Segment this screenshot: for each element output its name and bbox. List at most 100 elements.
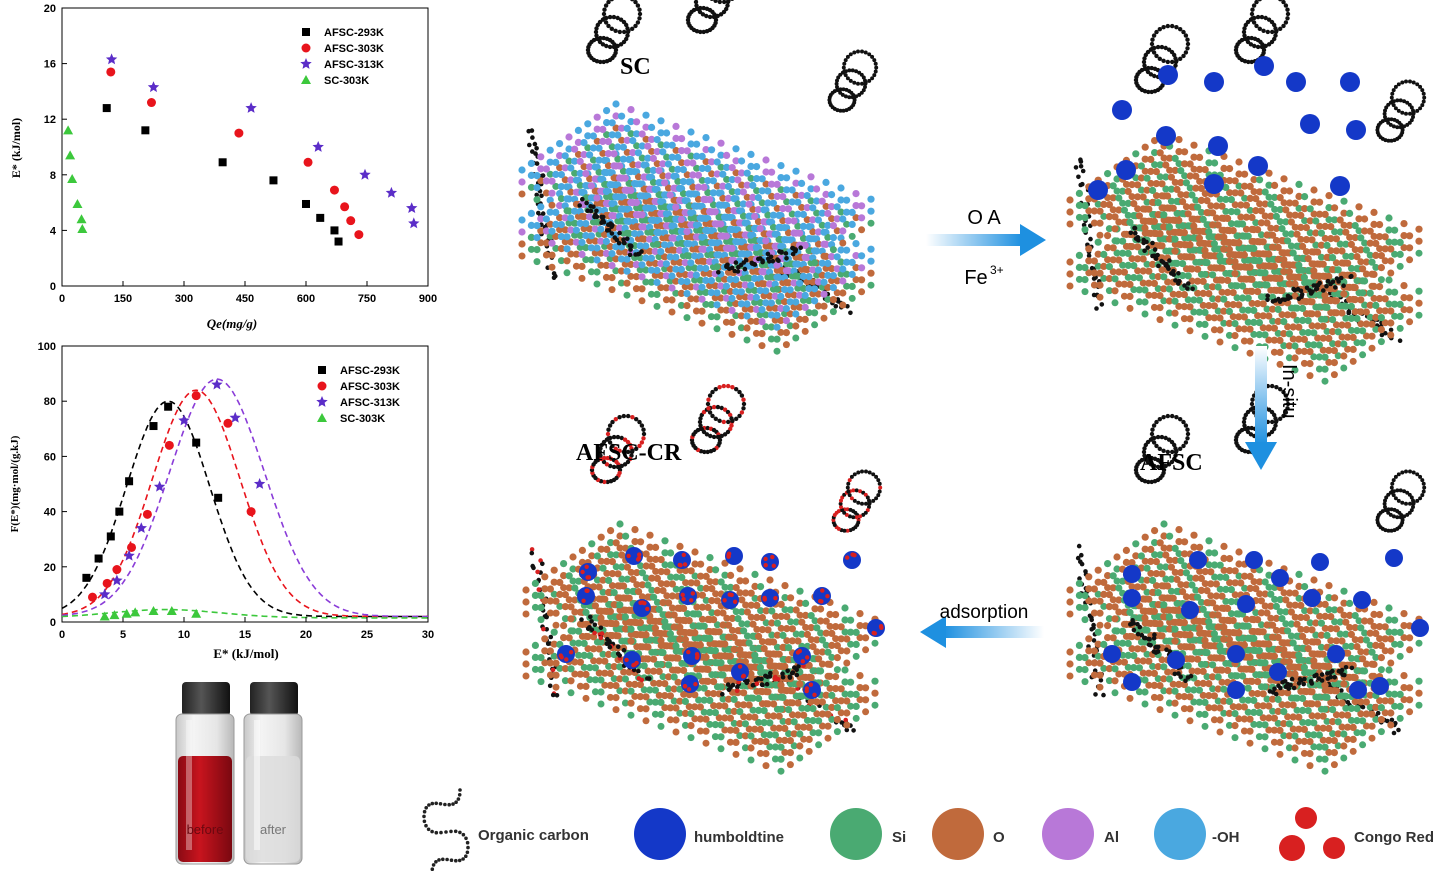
congo-red-molecule (581, 598, 586, 603)
hydroxyl-icon (1154, 808, 1206, 860)
congo-red-molecule (677, 562, 682, 568)
humboldtine-particle (1123, 673, 1141, 691)
y-tick-label: 8 (50, 170, 56, 182)
y-tick-label: 0 (50, 617, 56, 629)
congo-red-molecule (637, 552, 642, 557)
in-situ-arrow: In-situ (1245, 346, 1300, 470)
congo-red-molecule (681, 552, 686, 558)
humboldtine-particle (1349, 681, 1367, 699)
chart1-x-axis-label: Qe(mg/g) (207, 316, 258, 331)
data-point-afsc-313k (253, 478, 266, 489)
congo-red-molecule (871, 630, 876, 636)
congo-red-molecule (564, 657, 569, 662)
data-point-sc-303k (121, 608, 132, 618)
fit-curve-afsc-303k (61, 389, 428, 618)
congo-red-icon (1279, 807, 1345, 861)
chart2-x-axis-label: E* (kJ/mol) (213, 646, 278, 661)
data-point-afsc-313k (406, 202, 418, 213)
x-tick-label: 450 (236, 293, 254, 305)
humboldtine-particle (1411, 619, 1429, 637)
data-point-afsc-303k (112, 565, 122, 575)
humboldtine-particle (1204, 174, 1224, 194)
humboldtine-particle (1340, 72, 1360, 92)
congo-red-molecule (624, 657, 629, 663)
congo-red-molecule (762, 595, 767, 601)
after-vial: after (243, 682, 303, 865)
congo-red-molecule (878, 624, 884, 629)
legend-label-afsc-293k: AFSC-293K (340, 365, 400, 377)
data-point-afsc-293k (106, 532, 115, 541)
data-point-afsc-293k (149, 422, 158, 431)
humboldtine-particle (761, 589, 779, 607)
data-point-afsc-313k (359, 168, 371, 180)
data-point-afsc-303k (191, 391, 201, 401)
synthesis-scheme: SC AFSC AFSC-CR O A Fe 3+ In-situ adsorp… (518, 0, 1429, 775)
congo-red-molecule (737, 664, 743, 669)
humboldtine-particle (813, 587, 831, 605)
x-tick-label: 0 (59, 293, 65, 305)
x-tick-label: 750 (358, 293, 376, 305)
humboldtine-particle (1112, 100, 1132, 120)
data-point-afsc-293k (218, 158, 227, 167)
chart2-ticks: 0 5 10 15 20 25 30 0 20 40 60 80 100 (38, 341, 434, 641)
in-situ-label: In-situ (1278, 364, 1300, 418)
legend-marker-sc-303k (301, 75, 311, 84)
data-point-sc-303k (148, 605, 159, 615)
afsc-structure (1066, 383, 1429, 775)
afsc-cr-structure (522, 383, 885, 775)
legend-organic-carbon: Organic carbon (478, 827, 589, 844)
congo-red-molecule (773, 596, 778, 601)
congo-red-molecule (568, 650, 574, 655)
data-point-afsc-313k (99, 588, 111, 600)
congo-red-molecule (763, 563, 768, 568)
data-point-sc-303k (166, 605, 177, 615)
legend-marker-afsc-303k (317, 381, 327, 391)
congo-red-molecule (741, 673, 746, 679)
congo-red-molecule (681, 596, 686, 602)
legend-label-afsc-313k: AFSC-313K (340, 397, 400, 409)
y-tick-label: 60 (44, 451, 56, 463)
humboldtine-particle (579, 563, 597, 581)
congo-red-molecule (645, 606, 650, 612)
y-tick-label: 12 (44, 114, 56, 126)
humboldtine-particle (1088, 180, 1108, 200)
afsc-cr-title: AFSC-CR (576, 440, 682, 466)
vials-photo: before after (175, 682, 303, 865)
data-point-sc-303k (130, 607, 141, 617)
humboldtine-particle (1123, 565, 1141, 583)
congo-red-molecule (726, 552, 731, 557)
congo-red-molecule (695, 653, 700, 659)
humboldtine-particle (1286, 72, 1306, 92)
congo-red-molecule (812, 692, 817, 697)
congo-red-molecule (797, 648, 802, 654)
data-point-sc-303k (67, 173, 78, 183)
data-point-afsc-293k (141, 126, 150, 135)
legend-congo-red: Congo Red (1354, 829, 1434, 846)
humboldtine-icon (634, 808, 686, 860)
afsc-title: AFSC (1140, 450, 1203, 476)
humboldtine-particle (1271, 569, 1289, 587)
legend-label-afsc-293k: AFSC-293K (324, 27, 384, 39)
legend-humboldtine: humboldtine (694, 829, 784, 846)
bottom-legend: Organic carbon humboldtine Si O Al -OH C… (422, 788, 1434, 871)
legend-label-afsc-303k: AFSC-303K (324, 43, 384, 55)
legend-al: Al (1104, 829, 1119, 846)
congo-red-molecule (584, 564, 589, 569)
legend-marker-afsc-303k (301, 43, 311, 53)
congo-red-molecule (805, 655, 810, 660)
congo-red-molecule (690, 591, 695, 596)
congo-red-molecule (722, 598, 727, 603)
data-point-afsc-313k (385, 186, 398, 198)
legend-oh: -OH (1212, 829, 1240, 846)
data-point-afsc-303k (303, 157, 313, 167)
legend-o: O (993, 829, 1005, 846)
humboldtine-particle (761, 553, 779, 571)
fit-curve-afsc-313k (61, 378, 428, 618)
humboldtine-particle (1237, 595, 1255, 613)
humboldtine-particle (1189, 551, 1207, 569)
data-point-afsc-303k (340, 202, 350, 212)
modification-arrow-top-label: O A (967, 207, 1001, 229)
congo-red-molecule (804, 688, 809, 694)
